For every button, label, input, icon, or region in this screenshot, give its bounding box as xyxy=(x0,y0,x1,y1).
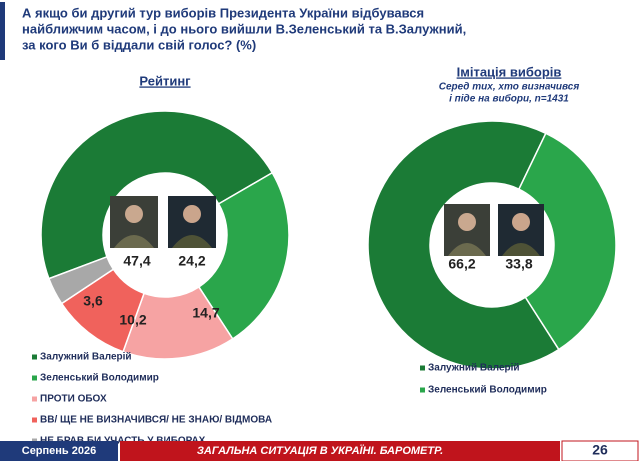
legend-swatch xyxy=(32,396,37,402)
footer-date-bg xyxy=(0,441,118,461)
accent-bar xyxy=(0,2,5,60)
chart-subtitle: Серед тих, хто визначився xyxy=(439,82,580,93)
donut-slice xyxy=(197,171,290,340)
value-label: 47,4 xyxy=(123,253,150,269)
photo xyxy=(110,196,158,248)
chart-title: Імітація виборів xyxy=(457,64,562,79)
title-line: за кого Ви б віддали свій голос? (%) xyxy=(22,37,256,52)
footer-date: Серпень 2026 xyxy=(22,445,96,457)
page-number: 26 xyxy=(592,442,608,458)
chart-title: Рейтинг xyxy=(139,73,191,88)
legend-swatch xyxy=(32,375,37,381)
legend-label: Залужний Валерій xyxy=(40,352,132,363)
photo xyxy=(168,196,216,248)
legend-swatch xyxy=(32,354,37,360)
photo xyxy=(444,204,490,256)
value-label: 33,8 xyxy=(505,256,532,272)
chart-subtitle: і піде на вибори, n=1431 xyxy=(449,93,569,105)
title-line: найближчим часом, і до нього вийшли В.Зе… xyxy=(22,21,466,36)
value-label: 66,2 xyxy=(448,256,475,272)
charts: 47,4 24,2 14,7 10,2 3,6 Залужний Валерій Зелен… xyxy=(32,110,617,447)
legend-label: ПРОТИ ОБОХ xyxy=(40,394,107,405)
legend-label: Зеленський Володимир xyxy=(428,385,547,396)
value-label: 3,6 xyxy=(83,293,103,309)
footer-caption-bg xyxy=(120,441,560,461)
photo xyxy=(498,204,544,256)
footer-page-bg xyxy=(561,440,639,461)
legend-swatch xyxy=(32,417,37,423)
legend-label: ВВ/ ЩЕ НЕ ВИЗНАЧИВСЯ/ НЕ ЗНАЮ/ ВІДМОВА xyxy=(40,415,272,426)
legend-swatch xyxy=(420,365,425,371)
footer-caption: ЗАГАЛЬНА СИТУАЦІЯ В УКРАЇНІ. БАРОМЕТР. xyxy=(197,444,443,457)
legend-label: Зеленський Володимир xyxy=(40,373,159,384)
value-label: 10,2 xyxy=(119,312,146,328)
legend-label: Залужний Валерій xyxy=(428,363,520,374)
title-line: А якщо би другий тур виборів Президента … xyxy=(22,5,424,20)
legend-swatch xyxy=(420,387,425,393)
value-label: 24,2 xyxy=(178,253,205,269)
photos xyxy=(110,196,544,256)
donut-slice xyxy=(367,120,560,370)
value-label: 14,7 xyxy=(192,305,219,321)
